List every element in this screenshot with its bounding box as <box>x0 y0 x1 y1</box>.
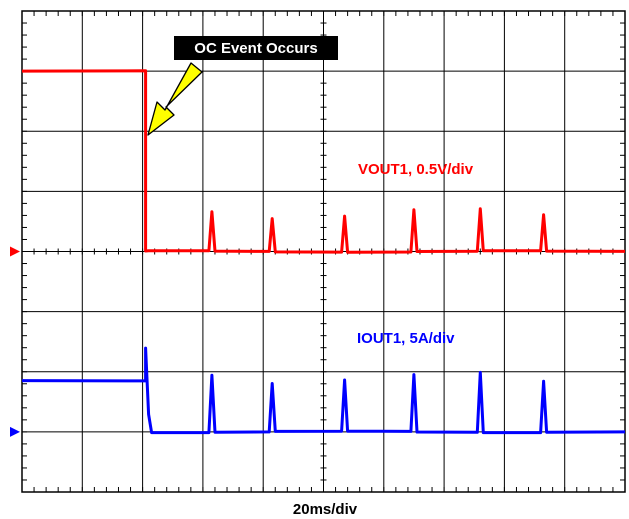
annotation-arrow-icon <box>147 62 203 136</box>
trace-iout1 <box>22 346 625 435</box>
iout1-ground-marker <box>10 426 20 437</box>
trace-vout1 <box>22 69 625 254</box>
series-label-iout1: IOUT1, 5A/div <box>357 330 455 347</box>
x-axis-label: 20ms/div <box>293 501 358 518</box>
vout1-ground-marker <box>10 246 20 257</box>
annotation-box <box>174 36 338 60</box>
annotation-text: OC Event Occurs <box>194 40 317 57</box>
series-label-vout1: VOUT1, 0.5V/div <box>358 161 474 178</box>
